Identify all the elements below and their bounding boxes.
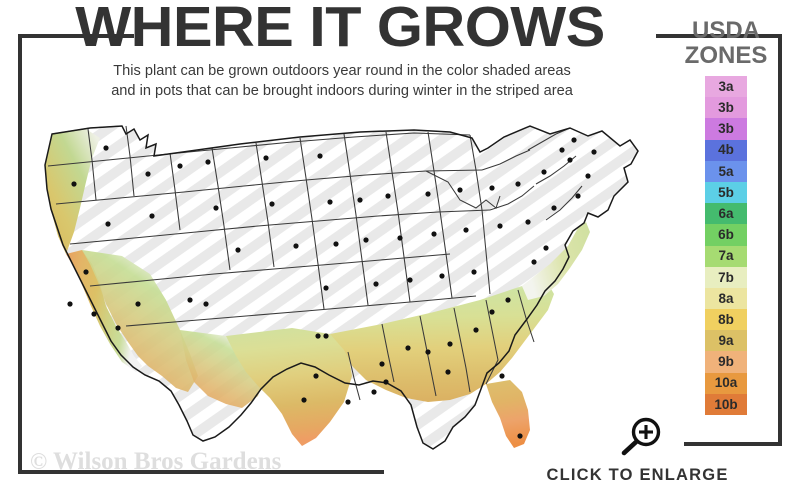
legend-title-line-1: USDA	[691, 17, 760, 44]
subtitle-block: This plant can be grown outdoors year ro…	[34, 62, 650, 101]
legend-swatch-label: 3b	[718, 121, 734, 137]
legend-swatch-6a-6: 6a	[705, 203, 747, 225]
page-title: WHERE IT GROWS	[75, 0, 605, 59]
copyright-symbol: ©	[30, 449, 48, 474]
map-color-shaded-regions	[45, 129, 590, 448]
legend-swatch-label: 7b	[718, 269, 734, 285]
usda-zone-map[interactable]	[30, 104, 650, 454]
legend-swatch-label: 5b	[718, 184, 734, 200]
frame-right-segment	[778, 34, 782, 446]
magnifier-plus-icon[interactable]	[612, 416, 668, 456]
legend-swatch-label: 3b	[718, 100, 734, 116]
legend-swatch-8a-10: 8a	[705, 287, 747, 310]
frame-top-right-segment	[656, 34, 782, 38]
legend-swatch-3a-0: 3a	[705, 76, 747, 98]
subtitle-line-1: This plant can be grown outdoors year ro…	[113, 63, 571, 79]
legend-swatch-3b-1: 3b	[705, 97, 747, 119]
click-to-enlarge-label[interactable]: CLICK TO ENLARGE	[546, 466, 729, 484]
frame-bottom-left-segment	[18, 470, 384, 474]
legend-swatch-label: 6a	[718, 205, 734, 221]
map-state-borders	[47, 125, 583, 401]
legend-swatch-label: 8b	[718, 311, 734, 327]
map-city-dots	[67, 137, 597, 439]
subtitle-line-2: and in pots that can be brought indoors …	[111, 82, 573, 99]
legend-swatch-3b-2: 3b	[705, 118, 747, 140]
usda-zones-legend: USDA ZONES 3a 3b 3b 4b 5a 5b 6a 6b 7a 7b 8a 8b 9a 9b 1…	[676, 18, 776, 415]
legend-swatch-10b-15: 10b	[705, 393, 747, 415]
legend-swatch-label: 5a	[718, 163, 734, 179]
legend-swatch-5a-4: 5a	[705, 160, 747, 182]
legend-swatch-10a-14: 10a	[705, 372, 747, 394]
legend-swatch-label: 9a	[718, 333, 734, 349]
legend-swatch-9b-13: 9b	[705, 351, 747, 373]
frame-bottom-right-segment	[684, 442, 782, 446]
legend-swatch-6b-7: 6b	[705, 224, 747, 246]
map-country-outline	[44, 125, 639, 450]
legend-swatch-label: 3a	[718, 78, 734, 94]
legend-swatch-4b-3: 4b	[705, 139, 747, 161]
legend-swatch-label: 10b	[714, 396, 738, 412]
legend-swatch-9a-12: 9a	[705, 330, 747, 352]
legend-swatch-label: 6b	[718, 227, 734, 243]
frame-left-segment	[18, 34, 22, 474]
legend-swatch-7b-9: 7b	[705, 266, 747, 288]
copyright-watermark: © Wilson Bros Gardens	[30, 448, 281, 476]
legend-title: USDA ZONES	[676, 18, 776, 68]
legend-swatch-label: 9b	[718, 354, 734, 370]
legend-swatch-5b-5: 5b	[705, 181, 747, 204]
legend-swatch-list: 3a 3b 3b 4b 5a 5b 6a 6b 7a 7b 8a 8b 9a 9b 10a 10b	[705, 76, 747, 415]
frame-top-left-segment	[18, 34, 134, 38]
legend-swatch-label: 10a	[714, 375, 738, 391]
legend-swatch-label: 7a	[718, 248, 734, 264]
legend-title-line-2: ZONES	[684, 42, 768, 69]
legend-swatch-label: 8a	[718, 290, 734, 306]
legend-swatch-8b-11: 8b	[705, 309, 747, 331]
legend-swatch-label: 4b	[718, 142, 734, 158]
legend-swatch-7a-8: 7a	[705, 245, 747, 267]
copyright-text: Wilson Bros Gardens	[53, 448, 282, 475]
